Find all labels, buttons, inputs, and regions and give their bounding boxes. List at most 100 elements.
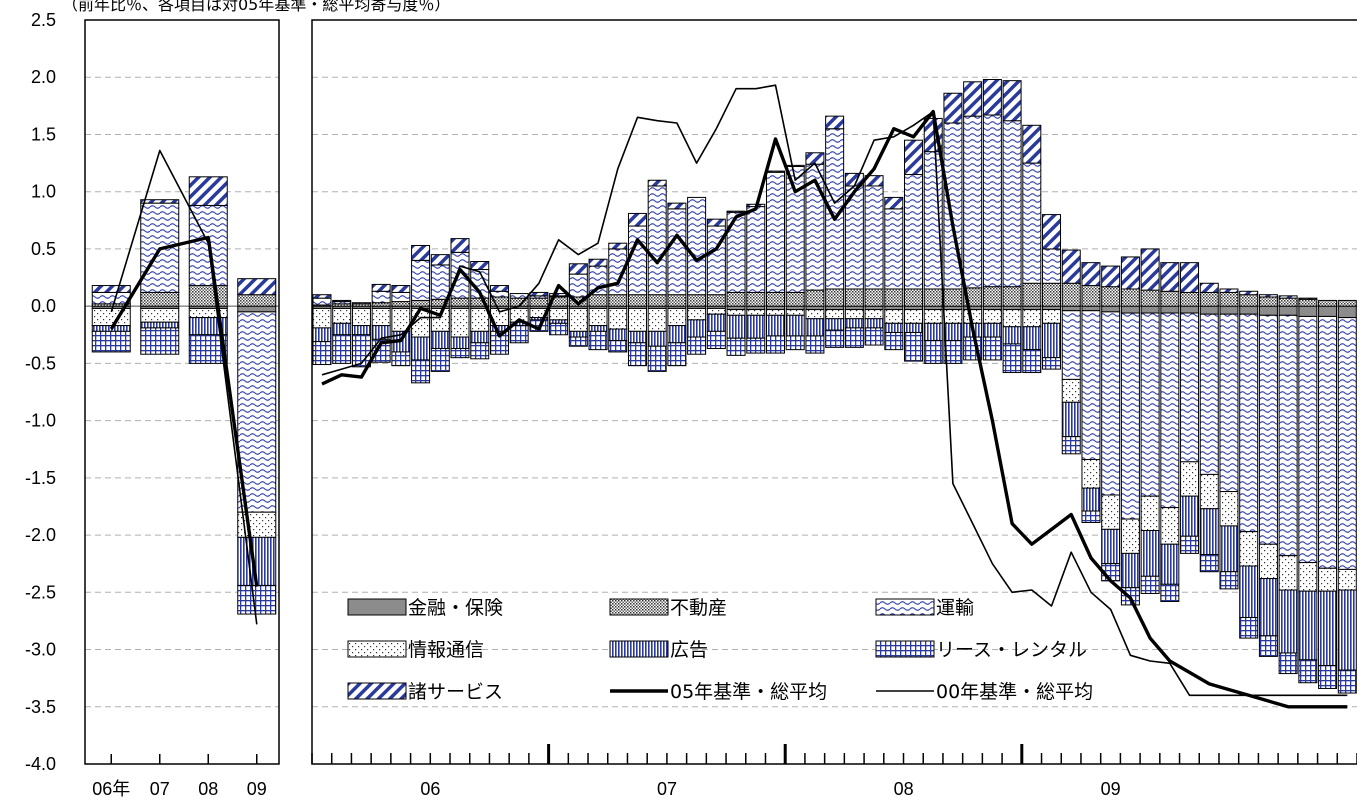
bar-lease xyxy=(489,330,509,355)
bar-tr xyxy=(1022,162,1042,284)
bar-re xyxy=(1140,289,1160,307)
bar-svc xyxy=(943,92,963,124)
bar-lease xyxy=(450,348,470,359)
legend-label-svc: 諸サービス xyxy=(408,681,503,703)
bar-ad xyxy=(588,325,608,332)
bar-lease xyxy=(726,337,746,356)
bar-lease xyxy=(1160,583,1180,602)
bar-re xyxy=(982,286,1002,307)
bar-tr xyxy=(588,265,608,296)
bar-lease xyxy=(1022,349,1042,374)
bar-tr xyxy=(765,171,785,293)
bar-ad xyxy=(765,314,785,337)
bar-svc xyxy=(982,79,1002,116)
bar-fin xyxy=(1061,305,1081,312)
bar-re xyxy=(1239,294,1259,307)
line-00-monthly xyxy=(321,84,1348,697)
bar-tr xyxy=(864,185,884,290)
bar-svc xyxy=(237,278,277,296)
y-tick-label: -2.5 xyxy=(25,582,56,602)
bar-ad xyxy=(687,319,707,338)
y-tick-label: -3.0 xyxy=(25,640,56,660)
bar-it xyxy=(312,307,332,329)
bar-tr xyxy=(351,302,371,305)
bar-re xyxy=(1278,297,1298,307)
bar-tr xyxy=(312,297,332,306)
bar-svc xyxy=(627,212,647,227)
bar-tr xyxy=(411,259,431,301)
bar-svc xyxy=(1140,248,1160,291)
bar-fin xyxy=(726,305,746,311)
bar-re xyxy=(923,288,943,307)
bar-ad xyxy=(982,322,1002,338)
bar-svc xyxy=(765,170,785,173)
bar-re xyxy=(1022,282,1042,307)
bar-svc xyxy=(1160,262,1180,292)
legend-swatch-tr xyxy=(875,598,935,616)
bar-re xyxy=(1081,285,1101,307)
bar-svc xyxy=(430,254,450,266)
bar-tr xyxy=(982,114,1002,288)
bar-svc xyxy=(411,244,431,261)
bar-tr xyxy=(667,208,687,296)
bar-svc xyxy=(391,285,411,293)
bar-lease xyxy=(884,331,904,351)
bar-tr xyxy=(1061,310,1081,380)
bar-tr xyxy=(568,273,588,298)
bar-lease xyxy=(140,327,180,355)
bar-lease xyxy=(943,339,963,364)
bar-lease xyxy=(1081,510,1101,523)
bar-tr xyxy=(785,166,805,293)
bar-fin xyxy=(1140,305,1160,314)
bar-lease xyxy=(588,330,608,351)
bar-ad xyxy=(647,330,667,347)
bar-tr xyxy=(746,206,766,293)
bar-ad xyxy=(943,322,963,341)
bar-lease xyxy=(332,334,352,364)
bar-it xyxy=(1199,473,1219,510)
bar-re xyxy=(391,301,411,307)
bar-tr xyxy=(963,115,983,289)
bar-tr xyxy=(1298,315,1318,564)
bar-re xyxy=(726,291,746,307)
bar-ad xyxy=(1002,326,1022,345)
bar-re xyxy=(237,294,277,307)
bar-it xyxy=(371,307,391,327)
bar-tr xyxy=(627,225,647,296)
bar-lease xyxy=(351,334,371,368)
bar-fin xyxy=(864,305,884,311)
bar-lease xyxy=(647,345,667,372)
bar-ad xyxy=(1101,528,1121,565)
bar-tr xyxy=(1199,313,1219,475)
bar-re xyxy=(904,288,924,307)
bar-ad xyxy=(1061,401,1081,438)
bar-re xyxy=(667,294,687,307)
bar-re xyxy=(1298,298,1318,307)
bar-re xyxy=(588,294,608,307)
bar-ad xyxy=(1081,487,1101,512)
bar-svc xyxy=(188,176,228,206)
bar-re xyxy=(825,288,845,307)
bar-lease xyxy=(982,336,1002,361)
bar-svc xyxy=(884,196,904,210)
bar-ad xyxy=(864,318,884,329)
legend-label-re: 不動産 xyxy=(670,597,727,619)
bar-ad xyxy=(140,321,180,329)
line-05-annual xyxy=(109,235,259,587)
line-00-annual xyxy=(110,149,258,625)
bar-svc xyxy=(1219,288,1239,293)
bar-re xyxy=(188,285,228,307)
bar-svc xyxy=(647,179,667,187)
bar-it xyxy=(1120,518,1140,554)
bar-lease xyxy=(864,327,884,346)
bar-svc xyxy=(1199,282,1219,293)
monthly-bars xyxy=(312,79,1357,694)
bar-lease xyxy=(844,327,864,348)
bar-ad xyxy=(1239,565,1259,618)
bar-it xyxy=(1101,494,1121,530)
bar-lease xyxy=(785,335,805,351)
bar-re xyxy=(1199,291,1219,307)
bar-svc xyxy=(1120,256,1140,290)
bar-ad xyxy=(568,330,588,338)
bar-tr xyxy=(1219,313,1239,493)
